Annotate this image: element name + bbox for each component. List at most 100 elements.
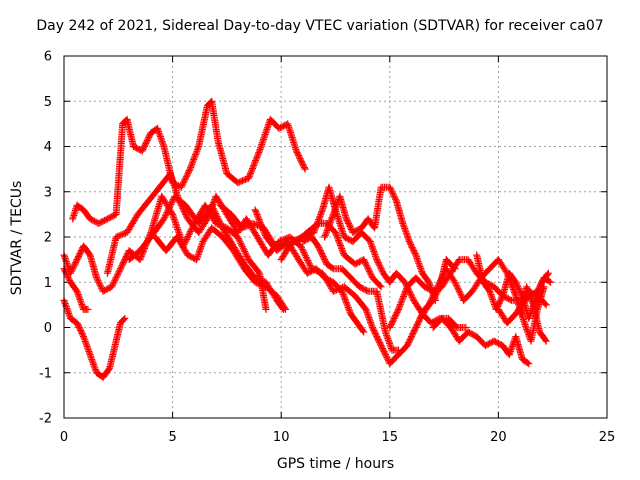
data-point bbox=[254, 281, 256, 284]
data-point bbox=[488, 267, 491, 270]
data-point bbox=[210, 227, 213, 229]
data-point bbox=[95, 276, 98, 279]
data-point bbox=[445, 267, 448, 270]
y-tick-label: 3 bbox=[44, 185, 52, 200]
data-point bbox=[365, 308, 367, 311]
data-point bbox=[493, 286, 495, 288]
data-point bbox=[219, 204, 222, 207]
data-point bbox=[256, 236, 259, 238]
data-point bbox=[150, 132, 152, 134]
data-point bbox=[471, 290, 474, 293]
data-point bbox=[254, 209, 256, 211]
series-track-10 bbox=[277, 183, 470, 331]
data-point bbox=[371, 276, 374, 279]
data-point bbox=[434, 299, 437, 302]
data-point bbox=[515, 281, 517, 284]
data-point bbox=[317, 245, 319, 247]
data-point bbox=[332, 267, 335, 270]
data-point bbox=[115, 236, 117, 238]
data-point bbox=[197, 145, 200, 148]
data-point bbox=[69, 317, 72, 320]
data-point bbox=[462, 299, 465, 302]
data-point bbox=[176, 236, 178, 238]
data-point bbox=[258, 272, 261, 275]
data-point bbox=[69, 272, 72, 275]
data-point bbox=[449, 326, 452, 329]
data-point bbox=[160, 195, 163, 198]
data-point bbox=[289, 236, 291, 238]
data-point bbox=[237, 231, 239, 234]
data-point bbox=[356, 322, 359, 324]
data-point bbox=[206, 105, 209, 107]
data-point bbox=[415, 326, 417, 329]
data-point bbox=[299, 245, 302, 247]
data-point bbox=[508, 272, 511, 275]
data-point bbox=[204, 204, 206, 207]
data-point bbox=[321, 209, 324, 211]
data-point bbox=[132, 145, 135, 148]
data-point bbox=[432, 326, 435, 329]
data-point bbox=[82, 308, 85, 311]
data-point bbox=[391, 349, 393, 351]
data-point bbox=[174, 195, 176, 198]
y-tick-labels: -2 -1 0 1 2 3 4 5 6 bbox=[39, 50, 52, 427]
data-point bbox=[508, 353, 511, 356]
data-point bbox=[406, 344, 409, 347]
data-point bbox=[76, 258, 78, 261]
data-point bbox=[315, 267, 317, 270]
data-point bbox=[343, 286, 346, 288]
data-point bbox=[139, 249, 141, 252]
data-point bbox=[76, 290, 78, 293]
data-point bbox=[495, 308, 498, 311]
data-point bbox=[373, 227, 376, 229]
data-point bbox=[252, 222, 254, 225]
data-point bbox=[163, 218, 165, 220]
data-point bbox=[369, 240, 372, 243]
data-point bbox=[82, 335, 85, 338]
x-tick-label: 15 bbox=[382, 430, 399, 445]
data-point bbox=[95, 372, 98, 374]
data-point bbox=[171, 213, 174, 216]
data-point bbox=[475, 254, 478, 256]
data-point bbox=[519, 313, 521, 315]
data-point bbox=[221, 236, 224, 238]
data-point bbox=[187, 254, 189, 256]
data-point bbox=[352, 240, 354, 243]
data-point bbox=[284, 308, 287, 311]
data-point bbox=[128, 258, 130, 261]
data-point bbox=[184, 204, 187, 207]
data-point bbox=[389, 186, 391, 188]
data-point bbox=[89, 353, 91, 356]
data-point bbox=[510, 299, 513, 302]
data-point bbox=[345, 218, 348, 220]
data-marks bbox=[60, 97, 554, 381]
data-point bbox=[415, 276, 417, 279]
data-point bbox=[202, 240, 204, 243]
data-point bbox=[187, 218, 189, 220]
data-point bbox=[121, 123, 124, 125]
data-point bbox=[376, 258, 378, 261]
data-point bbox=[376, 290, 378, 293]
data-point bbox=[362, 331, 365, 333]
data-point bbox=[82, 209, 85, 211]
data-point bbox=[380, 286, 382, 288]
data-point bbox=[291, 240, 293, 243]
data-point bbox=[232, 249, 235, 252]
data-point bbox=[102, 290, 104, 293]
data-point bbox=[343, 254, 346, 256]
data-point bbox=[521, 295, 524, 297]
x-tick-labels: 0 5 10 15 20 25 bbox=[60, 430, 615, 445]
data-point bbox=[423, 286, 426, 288]
y-tick-label: -2 bbox=[39, 412, 52, 427]
data-point bbox=[402, 222, 404, 225]
data-point bbox=[221, 227, 224, 229]
data-point bbox=[163, 145, 165, 148]
data-point bbox=[458, 340, 461, 342]
data-point bbox=[237, 181, 239, 184]
data-point bbox=[339, 195, 341, 198]
data-point bbox=[389, 326, 391, 329]
data-point bbox=[106, 272, 109, 275]
data-point bbox=[197, 231, 200, 234]
data-point bbox=[441, 317, 443, 320]
data-point bbox=[258, 150, 261, 152]
